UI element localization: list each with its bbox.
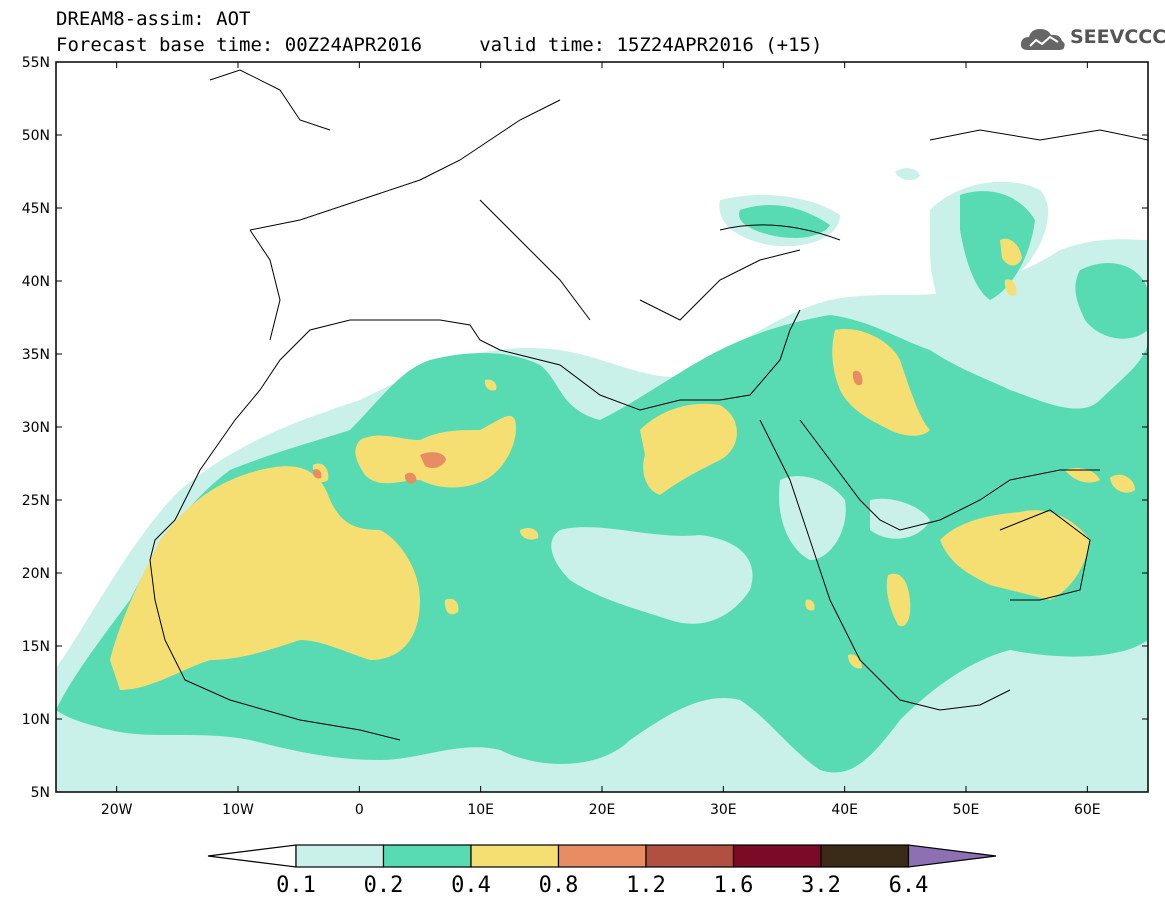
legend-label: 3.2 <box>801 873 841 898</box>
lon-label: 40E <box>831 802 858 818</box>
brand-logo: SEEVCCC <box>1018 22 1165 56</box>
latitude-labels: 55N 50N 45N 40N 35N 30N 25N 20N 15N 10N 5N <box>22 55 50 801</box>
legend-swatch <box>732 844 822 868</box>
lat-label: 35N <box>22 347 50 363</box>
lat-label: 30N <box>22 420 50 436</box>
longitude-labels: 20W 10W 0 10E 20E 30E 40E 50E 60E <box>101 802 1101 818</box>
lon-label: 30E <box>710 802 737 818</box>
cloud-logo-icon <box>1020 29 1065 50</box>
lat-label: 50N <box>22 128 50 144</box>
legend-label: 6.4 <box>889 873 929 898</box>
aot-band-0.8-1.2 <box>312 370 863 484</box>
lat-label: 55N <box>22 55 50 71</box>
legend-label: 0.8 <box>539 873 579 898</box>
legend-arrow-low <box>207 844 297 868</box>
lat-label: 45N <box>22 201 50 217</box>
legend-label: 0.4 <box>451 873 491 898</box>
lat-label: 40N <box>22 274 50 290</box>
lat-label: 20N <box>22 566 50 582</box>
lat-label: 5N <box>31 785 50 801</box>
legend-label: 0.1 <box>276 873 316 898</box>
forecast-time-line: Forecast base time: 00Z24APR2016 valid t… <box>56 34 823 56</box>
legend-label: 1.2 <box>626 873 666 898</box>
legend-swatch <box>382 844 472 868</box>
lon-label: 50E <box>953 802 980 818</box>
legend-swatch <box>557 844 647 868</box>
coastlines <box>149 69 1148 741</box>
legend-arrow-high <box>907 844 997 868</box>
lon-label: 0 <box>355 802 364 818</box>
lat-label: 10N <box>22 712 50 728</box>
aot-band-0.4-0.8 <box>110 238 1135 690</box>
legend-label: 0.2 <box>364 873 404 898</box>
lon-label: 20E <box>589 802 616 818</box>
legend-swatch <box>645 844 735 868</box>
axis-ticks <box>56 61 1148 793</box>
map-title: DREAM8-assim: AOT <box>56 8 251 30</box>
legend-label: 1.6 <box>714 873 754 898</box>
brand-name: SEEVCCC <box>1070 26 1165 48</box>
lat-label: 25N <box>22 493 50 509</box>
lon-label: 60E <box>1074 802 1101 818</box>
legend-swatch <box>820 844 910 868</box>
legend-swatch <box>470 844 560 868</box>
lon-label: 10W <box>222 802 254 818</box>
aot-field <box>56 62 1148 792</box>
legend-swatch <box>295 844 385 868</box>
lon-label: 20W <box>101 802 133 818</box>
lat-label: 15N <box>22 639 50 655</box>
lon-label: 10E <box>467 802 494 818</box>
